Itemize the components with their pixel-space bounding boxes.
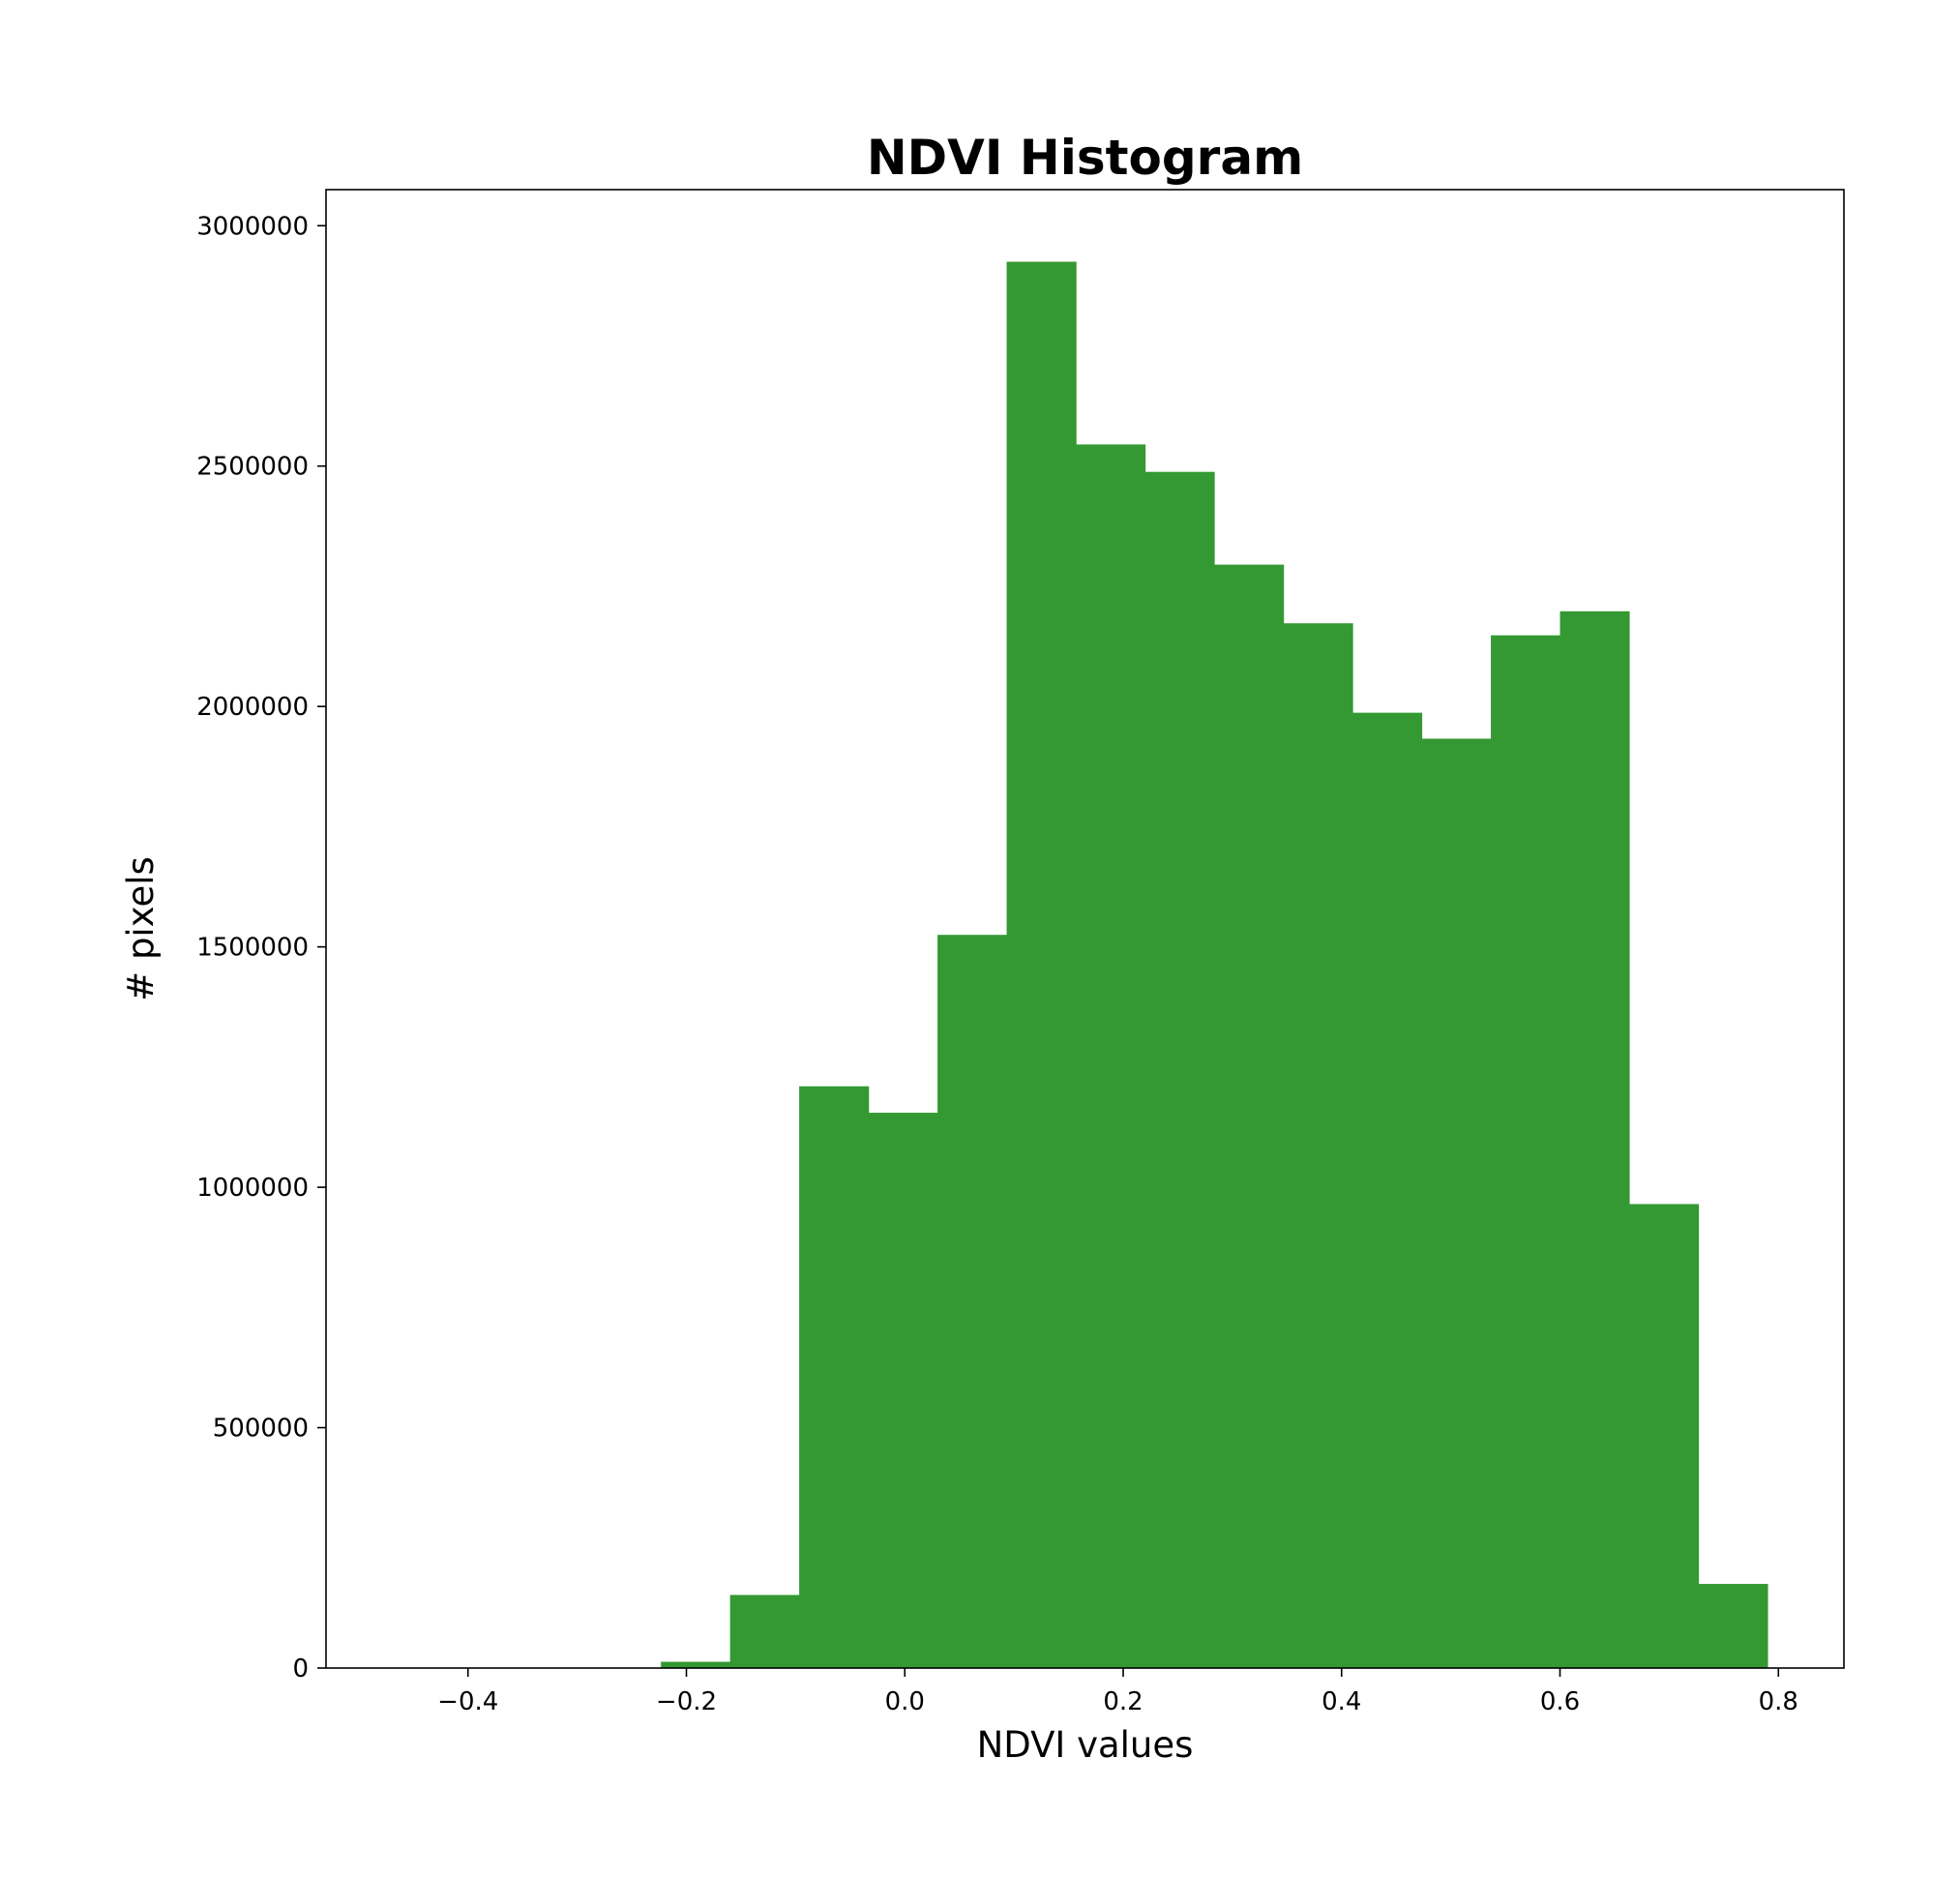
x-tick-label: 0.0 <box>885 1687 925 1716</box>
y-tick-label: 500000 <box>213 1415 309 1444</box>
histogram-bar <box>729 1595 800 1668</box>
plot-frame <box>325 189 1845 1669</box>
bars-layer <box>661 261 1768 1669</box>
histogram-bar <box>799 1086 870 1668</box>
x-tick-label: 0.2 <box>1103 1687 1143 1716</box>
chart-title: NDVI Histogram <box>867 130 1303 186</box>
histogram-bar <box>1214 564 1285 1668</box>
histogram-bar <box>1006 261 1077 1668</box>
histogram-bar <box>1628 1204 1700 1668</box>
y-tick-label: 2500000 <box>196 453 309 482</box>
y-tick-label: 1000000 <box>196 1174 309 1203</box>
histogram-bar <box>937 935 1008 1668</box>
y-tick-label: 3000000 <box>196 212 309 241</box>
histogram-bar <box>1283 623 1353 1668</box>
x-tick-label: 0.4 <box>1322 1687 1361 1716</box>
histogram-bar <box>1076 444 1146 1669</box>
histogram-bar <box>1421 738 1492 1668</box>
x-tick-label: 0.8 <box>1759 1687 1798 1716</box>
histogram-bar <box>1144 471 1215 1668</box>
histogram-bar <box>1352 712 1423 1668</box>
x-axis-ticks: −0.4 −0.2 0.0 0.2 0.4 0.6 0.8 <box>437 1668 1798 1716</box>
x-tick-label: −0.4 <box>437 1687 498 1716</box>
histogram-bar <box>661 1661 731 1668</box>
y-tick-label: 1500000 <box>196 934 309 963</box>
y-tick-label: 0 <box>292 1654 309 1684</box>
y-axis-ticks: 0 500000 1000000 1500000 2000000 2500000 30000… <box>196 212 326 1684</box>
x-axis-title: NDVI values <box>977 1724 1194 1766</box>
histogram-bar <box>1559 611 1630 1669</box>
histogram-bar <box>1491 635 1561 1668</box>
histogram-bar <box>868 1113 938 1668</box>
x-tick-label: 0.6 <box>1540 1687 1580 1716</box>
x-tick-label: −0.2 <box>656 1687 717 1716</box>
histogram-bar <box>1698 1584 1768 1668</box>
y-tick-label: 2000000 <box>196 693 309 722</box>
y-axis-title: # pixels <box>120 856 162 1001</box>
